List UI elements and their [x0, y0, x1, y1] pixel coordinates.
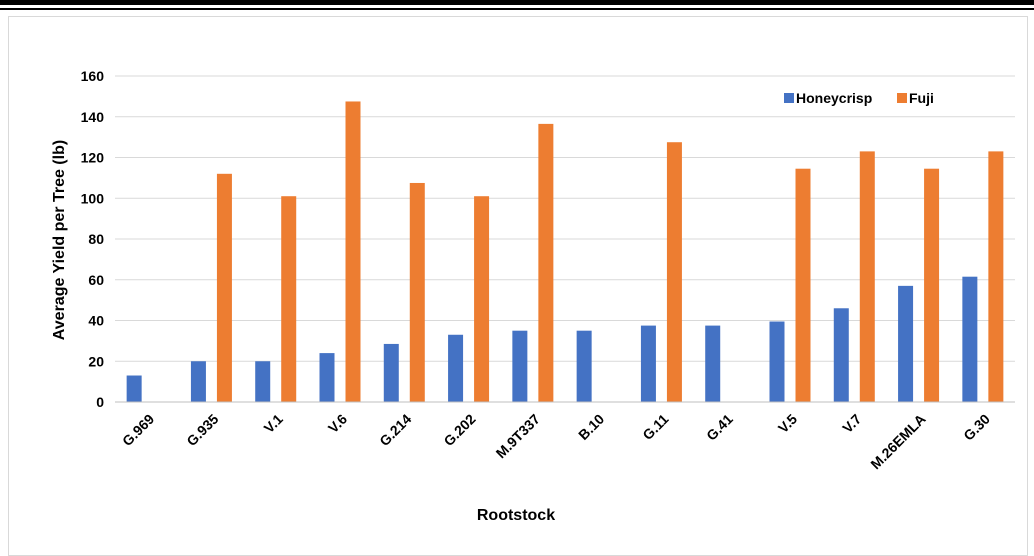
x-tick-label-v-5: V.5 [775, 411, 800, 436]
bar-fuji-v-5 [795, 168, 811, 402]
y-tick-labels: 0 20 40 60 80 100 120 140 160 [81, 68, 105, 410]
bar-honeycrisp-v-6 [319, 353, 335, 402]
x-tick-label-g-41: G.41 [703, 411, 736, 444]
bar-fuji-g-214 [409, 182, 425, 402]
bar-fuji-v-1 [281, 196, 297, 402]
x-tick-label-m-9t337: M.9T337 [493, 411, 544, 462]
y-tick-label-120: 120 [81, 150, 105, 166]
bar-honeycrisp-g-935 [190, 361, 206, 402]
bar-fuji-g-30 [988, 151, 1004, 402]
bar-fuji-m-9t337 [538, 123, 554, 402]
x-tick-label-g-11: G.11 [639, 411, 671, 443]
y-tick-label-0: 0 [96, 394, 104, 410]
y-axis-title: Average Yield per Tree (lb) [51, 140, 68, 340]
bar-fuji-v-6 [345, 101, 361, 402]
bar-fuji-m-26emla [924, 168, 940, 402]
x-tick-labels: G.969 G.935 V.1 V.6 G.214 G.202 M.9T337 B.10 G.1… [119, 411, 993, 473]
bar-honeycrisp-v-7 [833, 308, 849, 402]
bar-fuji-g-935 [216, 173, 232, 402]
bar-honeycrisp-g-41 [705, 325, 721, 402]
x-axis-title: Rootstock [477, 507, 555, 524]
bars [126, 101, 1004, 402]
y-tick-label-80: 80 [88, 231, 104, 247]
top-rule-thick [0, 0, 1034, 5]
x-tick-label-v-1: V.1 [261, 411, 286, 436]
top-rule-thin [0, 8, 1034, 10]
x-tick-label-g-935: G.935 [183, 411, 221, 449]
x-tick-label-g-202: G.202 [440, 411, 478, 449]
bar-honeycrisp-m-26emla [898, 285, 914, 402]
gridlines [115, 75, 1015, 362]
bar-honeycrisp-g-11 [640, 325, 656, 402]
x-tick-label-v-7: V.7 [839, 411, 864, 436]
bar-honeycrisp-m-9t337 [512, 330, 528, 402]
legend-label-fuji: Fuji [909, 90, 934, 106]
bar-fuji-g-202 [474, 196, 490, 402]
x-tick-label-g-30: G.30 [960, 411, 993, 444]
legend-swatch-honeycrisp [784, 93, 794, 103]
bar-fuji-v-7 [859, 151, 875, 402]
bar-honeycrisp-g-214 [383, 343, 399, 402]
y-tick-label-40: 40 [88, 313, 104, 329]
legend-label-honeycrisp: Honeycrisp [796, 90, 872, 106]
x-tick-label-b-10: B.10 [575, 411, 607, 443]
legend-swatch-fuji [897, 93, 907, 103]
bar-honeycrisp-g-202 [448, 334, 464, 402]
y-tick-label-20: 20 [88, 353, 104, 369]
bar-fuji-g-11 [666, 142, 682, 402]
legend: Honeycrisp Fuji [784, 90, 934, 106]
bar-honeycrisp-g-30 [962, 276, 978, 402]
x-tick-label-m-26emla: M.26EMLA [867, 411, 928, 472]
y-tick-label-60: 60 [88, 272, 104, 288]
y-tick-label-140: 140 [81, 109, 105, 125]
bar-honeycrisp-g-969 [126, 375, 142, 402]
bar-honeycrisp-b-10 [576, 330, 592, 402]
x-tick-label-g-214: G.214 [376, 411, 414, 449]
x-tick-label-g-969: G.969 [119, 411, 157, 449]
bar-honeycrisp-v-1 [255, 361, 271, 402]
x-tick-label-v-6: V.6 [325, 411, 350, 436]
y-tick-label-100: 100 [81, 190, 105, 206]
bar-honeycrisp-v-5 [769, 321, 785, 402]
y-tick-label-160: 160 [81, 68, 105, 84]
